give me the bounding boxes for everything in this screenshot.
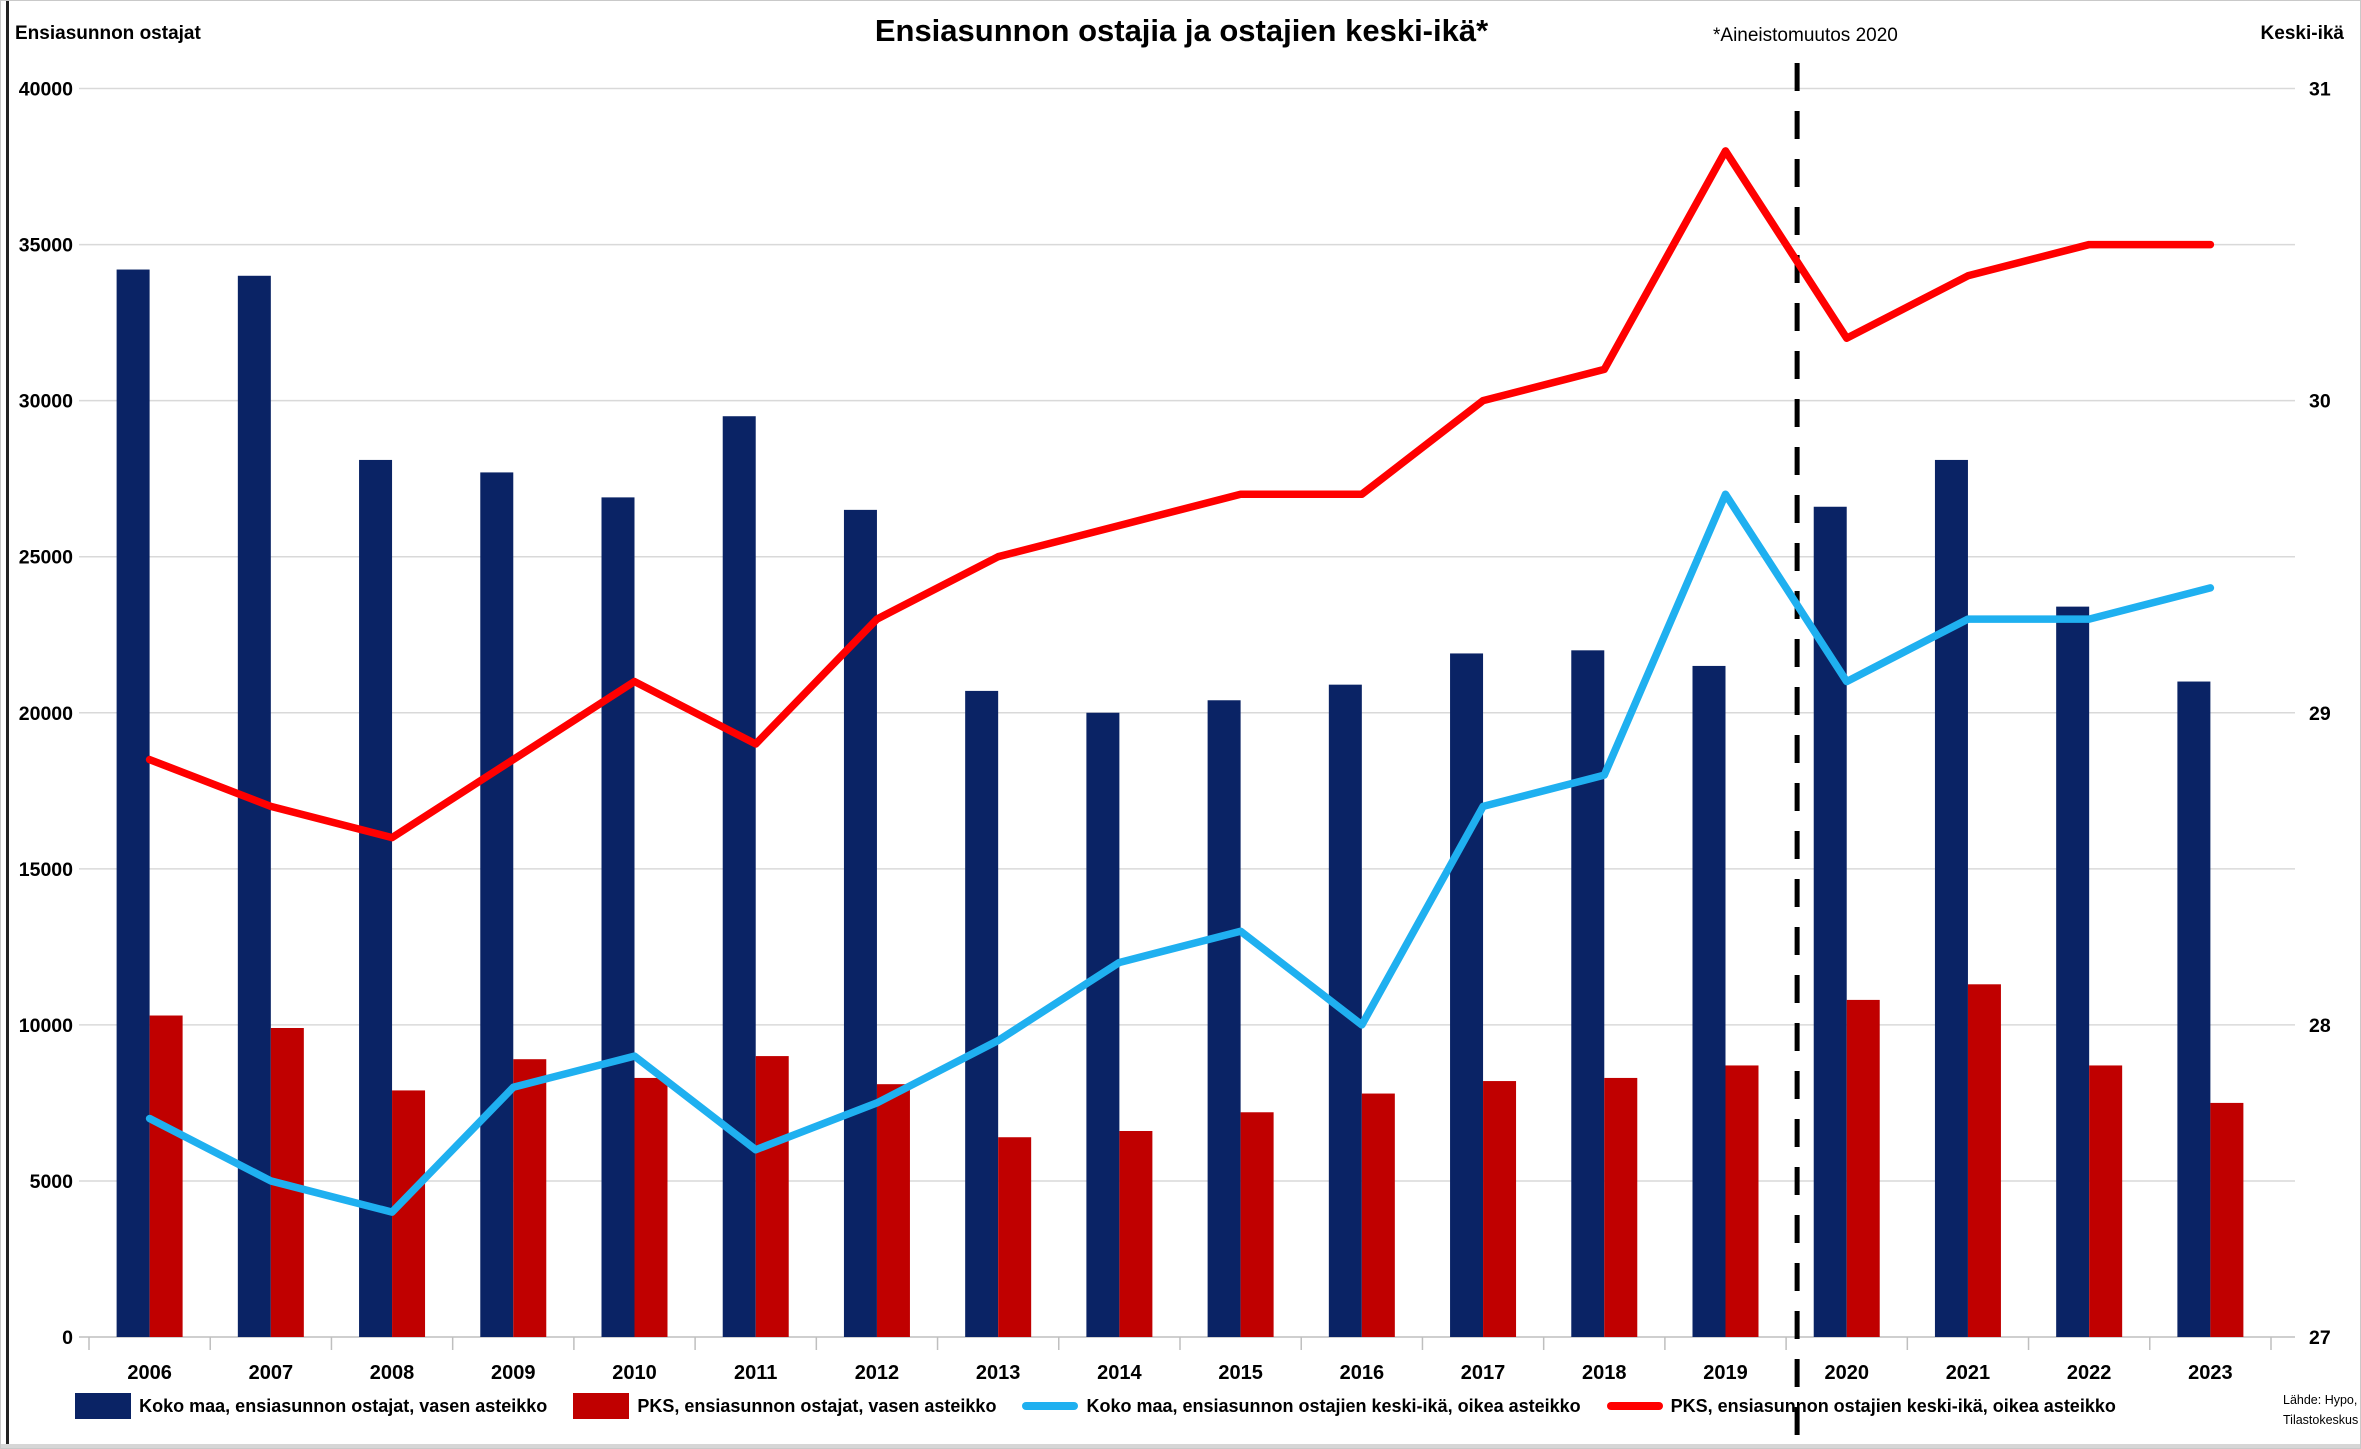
legend-item-2: Koko maa, ensiasunnon ostajien keski-ikä… [1022, 1395, 1581, 1417]
x-axis-label-2009: 2009 [491, 1362, 536, 1384]
legend-label-3: PKS, ensiasunnon ostajien keski-ikä, oik… [1670, 1395, 2116, 1416]
legend-item-3: PKS, ensiasunnon ostajien keski-ikä, oik… [1606, 1395, 2116, 1417]
bar-koko-maa-2011 [722, 416, 756, 1337]
left-axis-tick-40000: 40000 [19, 79, 73, 101]
bar-pks-2012 [876, 1084, 910, 1337]
bar-koko-maa-2013 [965, 690, 999, 1337]
chart-title: Ensiasunnon ostajia ja ostajien keski-ik… [874, 13, 1489, 48]
right-axis-tick-31: 31 [2309, 79, 2331, 101]
bar-koko-maa-2008 [359, 459, 393, 1338]
bar-pks-2021 [1967, 984, 2001, 1337]
x-axis-label-2014: 2014 [1097, 1362, 1142, 1384]
x-axis-label-2020: 2020 [1824, 1362, 1869, 1384]
source-note: Lähde: Hypo, Tilastokeskus [2283, 1390, 2359, 1430]
legend-item-0: Koko maa, ensiasunnon ostajat, vasen ast… [75, 1393, 547, 1419]
bar-koko-maa-2009 [480, 472, 514, 1337]
bar-pks-2020 [1846, 999, 1880, 1337]
legend-bar-swatch-0 [75, 1393, 132, 1419]
left-axis-tick-25000: 25000 [19, 547, 73, 569]
bar-pks-2018 [1604, 1077, 1638, 1337]
x-axis-label-2013: 2013 [976, 1362, 1021, 1384]
bar-pks-2014 [1119, 1130, 1153, 1337]
left-axis-tick-20000: 20000 [19, 703, 73, 725]
bar-pks-2011 [755, 1056, 789, 1337]
legend-item-1: PKS, ensiasunnon ostajat, vasen asteikko [573, 1393, 996, 1419]
bar-pks-2023 [2210, 1102, 2244, 1337]
right-axis-tick-27: 27 [2309, 1327, 2331, 1349]
bar-pks-2017 [1483, 1081, 1517, 1337]
bar-pks-2013 [998, 1137, 1032, 1337]
data-change-annotation: *Aineistomuutos 2020 [1713, 25, 1898, 46]
x-axis-label-2019: 2019 [1703, 1362, 1748, 1384]
x-axis-label-2006: 2006 [127, 1362, 172, 1384]
right-axis-tick-29: 29 [2309, 703, 2331, 725]
bar-pks-2008 [392, 1090, 426, 1337]
bar-pks-2022 [2089, 1065, 2123, 1337]
x-axis-label-2017: 2017 [1461, 1362, 1506, 1384]
bar-koko-maa-2006 [116, 269, 150, 1338]
legend: Koko maa, ensiasunnon ostajat, vasen ast… [1, 1393, 2190, 1419]
window-bottom-edge [1, 1444, 2360, 1448]
left-axis-tick-5000: 5000 [30, 1171, 74, 1193]
bar-pks-2019 [1725, 1065, 1759, 1337]
bar-koko-maa-2021 [1934, 459, 1968, 1338]
x-axis-label-2021: 2021 [1946, 1362, 1991, 1384]
legend-label-1: PKS, ensiasunnon ostajat, vasen asteikko [637, 1395, 997, 1416]
x-axis-label-2008: 2008 [370, 1362, 415, 1384]
legend-line-swatch-3 [1606, 1402, 1663, 1410]
legend-label-2: Koko maa, ensiasunnon ostajien keski-ikä… [1086, 1395, 1581, 1416]
right-axis-title: Keski-ikä [2260, 23, 2344, 44]
bar-koko-maa-2010 [601, 497, 635, 1337]
bar-pks-2006 [149, 1015, 183, 1337]
source-line-2: Tilastokeskus [2283, 1413, 2359, 1427]
bars-koko-maa [116, 269, 2211, 1338]
bar-koko-maa-2022 [2056, 606, 2090, 1337]
bar-koko-maa-2017 [1450, 653, 1484, 1337]
bar-koko-maa-2018 [1571, 650, 1605, 1337]
x-axis-label-2015: 2015 [1218, 1362, 1263, 1384]
bar-koko-maa-2014 [1086, 712, 1120, 1337]
bar-pks-2009 [513, 1059, 547, 1337]
x-axis-label-2016: 2016 [1340, 1362, 1385, 1384]
legend-line-swatch-2 [1022, 1402, 1079, 1410]
right-axis-tick-30: 30 [2309, 391, 2331, 413]
bar-koko-maa-2019 [1692, 665, 1726, 1337]
line-koko-maa-keski-ika [145, 490, 2215, 1216]
bar-pks-2015 [1240, 1112, 1274, 1337]
left-axis-tick-15000: 15000 [19, 859, 73, 881]
left-axis-tick-10000: 10000 [19, 1015, 73, 1037]
left-axis-tick-30000: 30000 [19, 391, 73, 413]
bar-koko-maa-2015 [1207, 700, 1241, 1337]
bar-koko-maa-2020 [1813, 506, 1847, 1337]
x-axis-label-2007: 2007 [249, 1362, 294, 1384]
window-left-edge [6, 1, 9, 1448]
bar-koko-maa-2023 [2177, 681, 2211, 1337]
x-axis-label-2012: 2012 [855, 1362, 900, 1384]
left-axis-title: Ensiasunnon ostajat [15, 23, 201, 44]
bars-pks [149, 984, 2244, 1337]
x-axis-label-2023: 2023 [2188, 1362, 2233, 1384]
source-line-1: Lähde: Hypo, [2283, 1393, 2358, 1407]
x-axis-label-2010: 2010 [612, 1362, 657, 1384]
line-pks-keski-ika [145, 147, 2215, 842]
x-axis-label-2018: 2018 [1582, 1362, 1627, 1384]
left-axis-tick-0: 0 [62, 1327, 73, 1349]
left-axis-tick-35000: 35000 [19, 235, 73, 257]
x-axis-label-2022: 2022 [2067, 1362, 2112, 1384]
legend-label-0: Koko maa, ensiasunnon ostajat, vasen ast… [139, 1395, 548, 1416]
right-axis-tick-28: 28 [2309, 1015, 2331, 1037]
x-axis-label-2011: 2011 [734, 1362, 777, 1384]
bar-pks-2010 [634, 1077, 668, 1337]
legend-bar-swatch-1 [573, 1393, 630, 1419]
bar-pks-2016 [1361, 1093, 1395, 1337]
